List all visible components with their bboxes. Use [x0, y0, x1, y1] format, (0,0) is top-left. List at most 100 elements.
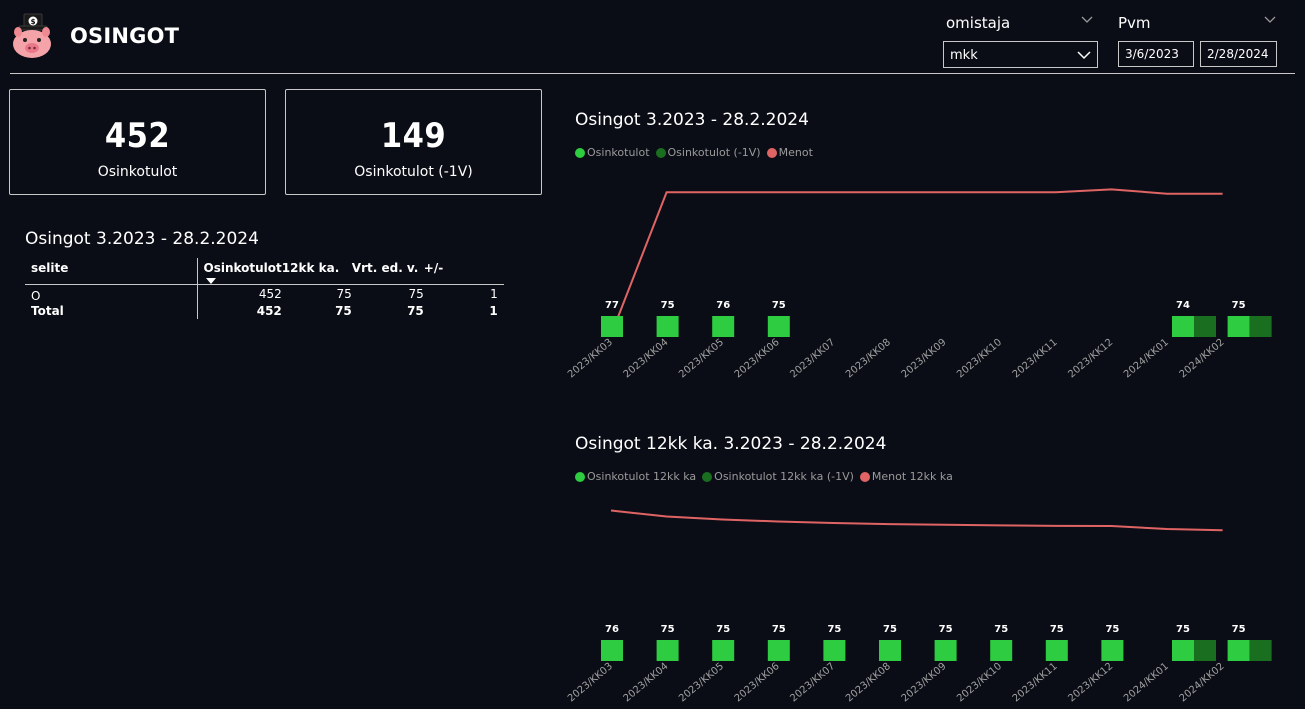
x-tick-label: 2023/KK04 [622, 337, 671, 381]
legend-dot-icon [575, 147, 585, 158]
legend-item[interactable]: Menot [766, 146, 813, 159]
bar-income [1172, 316, 1194, 337]
bar-income [1227, 316, 1250, 337]
series-line [610, 188, 1223, 336]
x-tick-label: 2023/KK10 [955, 661, 1004, 705]
bar-income [1101, 640, 1124, 661]
data-label: 75 [1105, 624, 1119, 635]
owner-dropdown[interactable]: mkk [943, 41, 1098, 68]
bar-income [823, 640, 846, 661]
column-header-label: Osinkotulot [203, 260, 282, 275]
table-row[interactable]: O 452 75 75 1 [25, 284, 504, 304]
bar-income [990, 640, 1013, 661]
x-tick-label: 2023/KK11 [1011, 661, 1060, 705]
legend-dot-icon [702, 471, 713, 482]
x-tick-label: 2023/KK06 [733, 661, 782, 705]
legend-item[interactable]: Osinkotulot 12kk ka (-1V) [702, 470, 854, 483]
kpi-card-income: 452 Osinkotulot [9, 89, 266, 195]
piggy-bank-logo-icon: $ [13, 13, 51, 58]
date-end-input[interactable]: 2/28/2024 [1200, 41, 1277, 67]
x-tick-label: 2024/KK01 [1122, 661, 1171, 705]
cell-value: 452 [258, 286, 282, 301]
bar-income [879, 640, 901, 661]
legend-label: Menot 12kk ka [871, 470, 953, 483]
data-label: 76 [716, 300, 730, 311]
x-tick-label: 2023/KK09 [900, 661, 949, 705]
x-tick-label: 2024/KK02 [1178, 337, 1227, 381]
legend-dot-icon [766, 147, 777, 158]
x-tick-label: 2023/KK12 [1066, 661, 1115, 705]
data-label: 75 [772, 300, 786, 311]
bar-income-prev [1194, 316, 1216, 337]
legend-item[interactable]: Osinkotulot (-1V) [655, 146, 761, 159]
x-tick-label: 2023/KK12 [1066, 337, 1115, 381]
data-label: 77 [605, 300, 619, 311]
legend-item[interactable]: Menot 12kk ka [859, 470, 953, 483]
bar-income [656, 316, 679, 337]
x-tick-label: 2023/KK05 [677, 337, 726, 381]
data-label: 75 [772, 624, 786, 635]
bar-income [1045, 640, 1068, 661]
x-tick-label: 2023/KK03 [566, 337, 615, 381]
svg-text:$: $ [31, 18, 36, 26]
chevron-down-icon[interactable] [1081, 14, 1093, 26]
bar-income-prev [1249, 316, 1272, 337]
cell-value: 1 [490, 286, 498, 301]
legend-label: Osinkotulot [587, 146, 650, 159]
column-header-vrt[interactable]: Vrt. ed. v. [351, 258, 424, 285]
cell-value: 75 [336, 286, 352, 301]
bar-income [601, 316, 623, 337]
bar-income [767, 316, 790, 337]
row-label: Total [25, 303, 198, 319]
owner-slicer-label: omistaja [946, 14, 1011, 32]
data-label: 75 [1050, 624, 1064, 635]
cell-value: 452 [256, 303, 282, 318]
data-label: 75 [661, 624, 675, 635]
cell-value: 75 [408, 286, 424, 301]
x-tick-label: 2024/KK02 [1178, 661, 1227, 705]
kpi-card-income-prev: 149 Osinkotulot (-1V) [285, 89, 542, 195]
date-start-input[interactable]: 3/6/2023 [1118, 41, 1194, 67]
column-header-selite[interactable]: selite [25, 258, 198, 285]
column-header-diff[interactable]: +/- [423, 258, 504, 285]
legend-label: Osinkotulot 12kk ka (-1V) [714, 470, 854, 483]
column-header-osinkotulot[interactable]: Osinkotulot [197, 258, 282, 285]
data-label: 75 [827, 624, 841, 635]
kpi-label: Osinkotulot [97, 164, 178, 180]
legend-label: Osinkotulot (-1V) [667, 146, 761, 159]
data-label: 75 [661, 300, 675, 311]
chevron-down-icon[interactable] [1264, 14, 1276, 26]
x-tick-label: 2023/KK09 [900, 337, 949, 381]
dividends-12kk-chart: 76 2023/KK03 75 2023/KK04 75 2023/KK05 75 2023/… [566, 509, 1272, 705]
data-label: 75 [1176, 624, 1190, 635]
column-header-12kk[interactable]: 12kk ka. [281, 258, 352, 285]
chart-title: Osingot 3.2023 - 28.2.2024 [575, 110, 809, 130]
cell-value: 75 [407, 303, 424, 318]
bar-income [712, 640, 735, 661]
kpi-label: Osinkotulot (-1V) [354, 164, 473, 180]
chart-legend: Osinkotulot 12kk ka Osinkotulot 12kk ka … [575, 470, 955, 483]
data-label: 75 [883, 624, 897, 635]
bar-income [656, 640, 679, 661]
x-tick-label: 2024/KK01 [1122, 337, 1171, 381]
kpi-value: 452 [104, 116, 171, 156]
series-line [610, 509, 1223, 532]
x-tick-label: 2023/KK07 [788, 337, 837, 381]
cell-value: 1 [489, 303, 498, 318]
sort-descending-icon [205, 278, 216, 284]
chart-title: Osingot 12kk ka. 3.2023 - 28.2.2024 [575, 434, 887, 454]
cell-value: 75 [335, 303, 352, 318]
data-label: 74 [1176, 300, 1190, 311]
dividend-table: selite Osinkotulot 12kk ka. Vrt. ed. v. … [25, 258, 504, 319]
header-divider [10, 73, 1295, 74]
legend-item[interactable]: Osinkotulot 12kk ka [575, 470, 696, 483]
data-label: 75 [716, 624, 730, 635]
x-tick-label: 2023/KK05 [677, 661, 726, 705]
bar-income [601, 640, 623, 661]
bar-income-prev [1249, 640, 1272, 661]
bar-income [767, 640, 790, 661]
legend-item[interactable]: Osinkotulot [575, 146, 650, 159]
date-slicer-label: Pvm [1118, 14, 1151, 32]
header: $ OSINGOT omistaja mkk Pvm 3/6/2023 2/28… [0, 0, 1305, 74]
legend-label: Osinkotulot 12kk ka [587, 470, 697, 483]
